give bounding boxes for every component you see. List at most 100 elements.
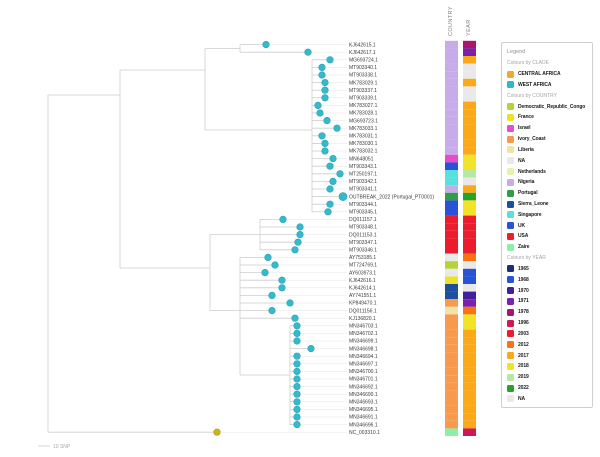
year-cell <box>463 344 476 353</box>
tip-label: MT903341.1 <box>349 187 377 193</box>
year-cell <box>463 147 476 155</box>
tip-dot <box>213 428 221 436</box>
tip-dot <box>321 94 329 102</box>
legend-item: 2018 <box>507 361 587 372</box>
legend-swatch <box>507 276 514 284</box>
tip-label: MT903344.1 <box>349 202 377 208</box>
tip-dot <box>293 375 301 383</box>
legend-item-label: USA <box>518 233 529 240</box>
country-cell <box>445 124 458 132</box>
country-cell <box>445 276 458 284</box>
legend-item-label: 2018 <box>518 363 529 370</box>
legend-item: Liberia <box>507 144 587 155</box>
year-cell <box>463 337 476 345</box>
country-cell <box>445 352 458 360</box>
legend-item: Israel <box>507 123 587 134</box>
tip-dot <box>321 78 329 87</box>
legend-item: 1978 <box>507 307 587 318</box>
tip-label: MT903342.1 <box>349 179 377 185</box>
legend-swatch <box>507 297 514 305</box>
legend-swatch <box>507 146 514 154</box>
legend-item-label: 1965 <box>518 265 529 272</box>
country-cell <box>445 116 458 125</box>
year-cell <box>463 314 476 322</box>
tip-dot <box>293 421 301 429</box>
year-cell <box>463 132 476 140</box>
tip-label: NC_003310.1 <box>349 430 380 436</box>
country-cell <box>445 223 458 231</box>
legend-item: Singapore <box>507 209 587 220</box>
year-cell <box>463 208 476 216</box>
legend-item-label: Netherlands <box>518 168 546 175</box>
tip-dot <box>318 132 326 140</box>
country-cell <box>445 170 458 178</box>
country-cell <box>445 375 458 383</box>
tip-label: MN648051 <box>349 156 374 162</box>
tip-dot <box>324 208 332 216</box>
tip-label: MG693724.1 <box>349 58 378 64</box>
tip-dot <box>318 71 326 79</box>
year-cell <box>463 154 476 163</box>
tip-label: MN346700.1 <box>349 369 378 375</box>
year-cell <box>463 352 476 360</box>
legend-item-label: 2022 <box>518 385 529 392</box>
tip-label: KJ642616.1 <box>349 278 376 284</box>
country-cell <box>445 322 458 330</box>
legend-item: Portugal <box>507 188 587 199</box>
tip-dot <box>326 56 334 64</box>
tip-dot <box>278 284 286 292</box>
legend-swatch <box>507 135 514 143</box>
legend-swatch <box>507 178 514 186</box>
legend-panel: Legend Colours by CLADE CENTRAL AFRICA WE… <box>501 42 593 408</box>
legend-swatch <box>507 113 514 121</box>
tip-label: MN346702.1 <box>349 331 378 337</box>
country-cell <box>445 367 458 376</box>
legend-item: 2003 <box>507 329 587 340</box>
year-cell <box>463 291 476 300</box>
legend-item: USA <box>507 231 587 242</box>
tip-label: DQ011153.1 <box>349 232 377 238</box>
legend-item-label: UK <box>518 222 526 229</box>
legend-item: WEST AFRICA <box>507 79 587 90</box>
country-cell <box>445 71 458 79</box>
tip-label: MN346695.1 <box>349 407 378 413</box>
tip-label: MN346698.1 <box>349 346 378 352</box>
country-cell <box>445 40 458 49</box>
legend-item: 1965 <box>507 264 587 275</box>
legend-swatch <box>507 157 514 165</box>
tip-dot <box>326 200 334 208</box>
legend-item: UK <box>507 220 587 231</box>
tip-dot <box>307 345 315 353</box>
country-cell <box>445 147 458 155</box>
country-cell <box>445 405 458 414</box>
tip-label: MT903339.1 <box>349 96 377 102</box>
legend-item-label: 2003 <box>518 330 529 337</box>
legend-swatch <box>507 395 514 403</box>
tip-label: MN346691.1 <box>349 415 378 421</box>
tip-dot <box>336 170 344 178</box>
legend-swatch <box>507 265 514 273</box>
legend-swatch <box>507 287 514 295</box>
legend-item-label: Ivory_Coast <box>518 136 546 143</box>
legend-section-year: Colours by YEAR <box>507 255 546 262</box>
year-cell <box>463 124 476 132</box>
year-cell <box>463 413 476 421</box>
country-cell <box>445 238 458 246</box>
country-cell <box>445 246 458 254</box>
legend-item: CENTRAL AFRICA <box>507 69 587 80</box>
tip-label: MK783033.1 <box>349 126 378 132</box>
legend-section-country: Colours by COUNTRY <box>507 92 557 99</box>
year-cell <box>463 322 476 330</box>
year-cell <box>463 428 476 436</box>
legend-item: 1971 <box>507 296 587 307</box>
legend-item-label: Liberia <box>518 146 534 153</box>
tip-label: MT903337.1 <box>349 88 377 94</box>
legend-item: Zaire <box>507 242 587 253</box>
legend-item-label: 1978 <box>518 309 529 316</box>
year-cell <box>463 238 476 246</box>
tip-label: MK783027.1 <box>349 103 378 109</box>
tip-dot <box>293 390 301 398</box>
tip-dot <box>293 367 301 376</box>
tip-label: MT903338.1 <box>349 73 377 79</box>
legend-item: 1970 <box>507 285 587 296</box>
